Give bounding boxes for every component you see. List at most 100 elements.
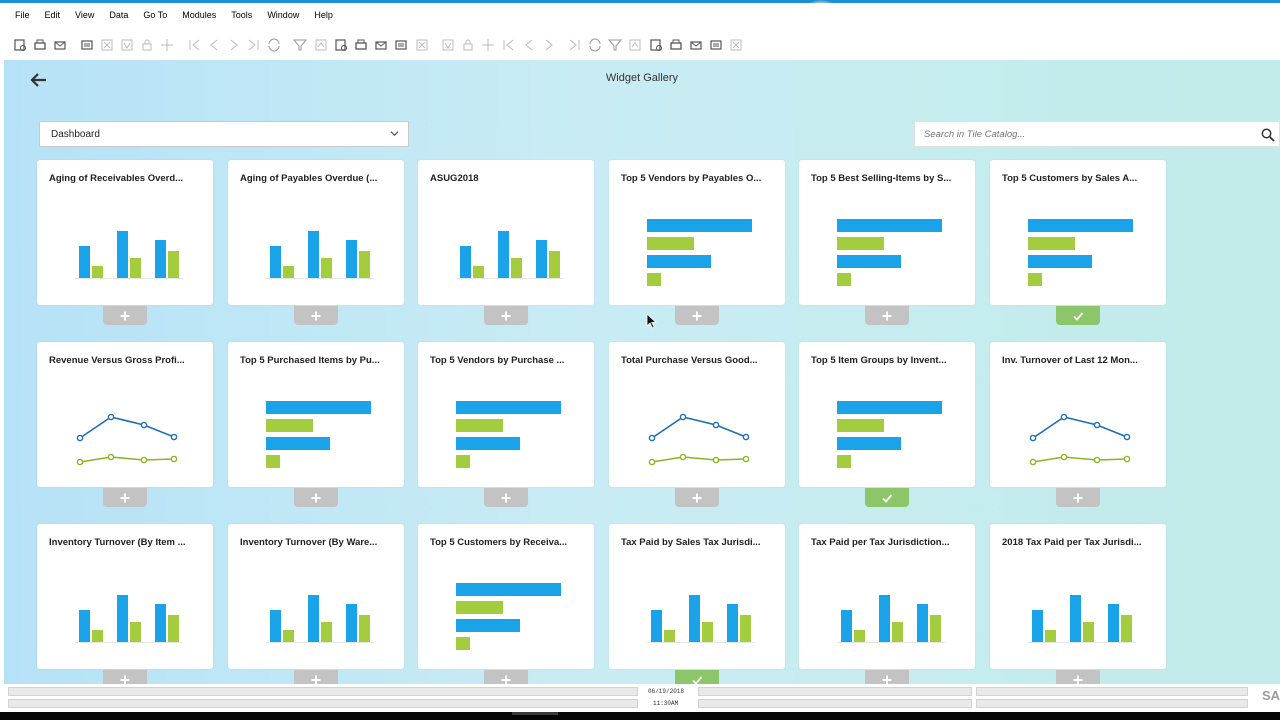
chart-hbar xyxy=(1028,255,1092,268)
base-document-icon[interactable] xyxy=(333,37,349,53)
widget-tile[interactable]: Inv. Turnover of Last 12 Mon... xyxy=(990,342,1166,487)
added-check-button[interactable] xyxy=(865,488,909,507)
widget-tile[interactable]: Top 5 Customers by Receiva... xyxy=(418,524,594,669)
plus-icon xyxy=(501,311,511,320)
menu-help[interactable]: Help xyxy=(314,10,333,20)
add-tile-button[interactable] xyxy=(103,306,147,325)
message-icon[interactable] xyxy=(521,37,537,53)
widget-tile[interactable]: Inventory Turnover (By Ware... xyxy=(228,524,404,669)
lock-icon[interactable] xyxy=(139,37,155,53)
add-tile-button[interactable] xyxy=(103,670,147,684)
print-icon[interactable] xyxy=(32,37,48,53)
gross-profit-icon[interactable] xyxy=(460,37,476,53)
chart-point xyxy=(1029,458,1037,466)
chart-bar xyxy=(689,595,700,642)
journal-icon[interactable] xyxy=(373,37,389,53)
add-tile-button[interactable] xyxy=(675,306,719,325)
calculator-icon[interactable] xyxy=(607,37,623,53)
widget-tile[interactable]: Revenue Versus Gross Profi... xyxy=(37,342,213,487)
tile-category-dropdown[interactable]: Dashboard xyxy=(39,121,409,147)
chart-bar xyxy=(1045,630,1056,642)
add-tile-button[interactable] xyxy=(1056,670,1100,684)
widget-tile[interactable]: Inventory Turnover (By Item ... xyxy=(37,524,213,669)
add-tile-button[interactable] xyxy=(1056,488,1100,507)
settings-icon[interactable] xyxy=(414,37,430,53)
add-tile-button[interactable] xyxy=(294,670,338,684)
chart-bar xyxy=(346,604,357,642)
widget-tile[interactable]: Tax Paid per Tax Jurisdiction... xyxy=(799,524,975,669)
queue-icon[interactable] xyxy=(587,37,603,53)
widget-tile[interactable]: Total Purchase Versus Good... xyxy=(609,342,785,487)
add-tile-button[interactable] xyxy=(865,670,909,684)
menu-tools[interactable]: Tools xyxy=(231,10,253,20)
last-record-icon[interactable] xyxy=(246,37,262,53)
menu-data[interactable]: Data xyxy=(109,10,129,20)
add-tile-button[interactable] xyxy=(484,306,528,325)
add-tile-button[interactable] xyxy=(484,488,528,507)
previous-record-icon[interactable] xyxy=(206,37,222,53)
menu-edit[interactable]: Edit xyxy=(44,10,61,20)
help-icon[interactable] xyxy=(728,37,744,53)
menu-window[interactable]: Window xyxy=(267,10,300,20)
widget-tile[interactable]: Top 5 Best Selling-Items by S... xyxy=(799,160,975,305)
user-icon[interactable] xyxy=(627,37,643,53)
search-icon[interactable] xyxy=(1261,128,1275,142)
widget-tile[interactable]: 2018 Tax Paid per Tax Jurisdi... xyxy=(990,524,1166,669)
tile-title: Top 5 Vendors by Purchase ... xyxy=(430,355,565,366)
add-tile-button[interactable] xyxy=(294,306,338,325)
refresh-icon[interactable] xyxy=(266,37,282,53)
tile-chart-preview xyxy=(990,380,1166,480)
link-icon[interactable] xyxy=(688,37,704,53)
calendar-icon[interactable] xyxy=(567,37,583,53)
layout-icon[interactable] xyxy=(440,37,456,53)
widget-tile[interactable]: Top 5 Vendors by Purchase ... xyxy=(418,342,594,487)
report-icon[interactable] xyxy=(648,37,664,53)
filter-icon[interactable] xyxy=(292,37,308,53)
import-icon[interactable] xyxy=(668,37,684,53)
widget-tile[interactable]: Top 5 Purchased Items by Pu... xyxy=(228,342,404,487)
find-icon[interactable] xyxy=(12,37,28,53)
chart-hbar xyxy=(1028,237,1075,250)
added-check-button[interactable] xyxy=(1056,306,1100,325)
copy-icon[interactable] xyxy=(500,37,516,53)
widget-tile[interactable]: ASUG2018 xyxy=(418,160,594,305)
search-input[interactable] xyxy=(924,128,1244,140)
launch-icon[interactable] xyxy=(708,37,724,53)
tile-chart-preview xyxy=(799,198,975,298)
menu-view[interactable]: View xyxy=(75,10,95,20)
widget-tile[interactable]: Aging of Payables Overdue (... xyxy=(228,160,404,305)
payment-icon[interactable] xyxy=(393,37,409,53)
checkmark-icon xyxy=(882,493,893,503)
add-tile-button[interactable] xyxy=(675,488,719,507)
chart-bar xyxy=(117,595,128,642)
email-icon[interactable] xyxy=(52,37,68,53)
properties-icon[interactable] xyxy=(480,37,496,53)
widget-tile[interactable]: Tax Paid by Sales Tax Jurisdi... xyxy=(609,524,785,669)
menu-modules[interactable]: Modules xyxy=(182,10,217,20)
add-tile-button[interactable] xyxy=(294,488,338,507)
chart-hbar xyxy=(456,401,561,414)
widget-tile[interactable]: Top 5 Customers by Sales A... xyxy=(990,160,1166,305)
widget-tile[interactable]: Aging of Receivables Overd... xyxy=(37,160,213,305)
first-record-icon[interactable] xyxy=(186,37,202,53)
widget-tile[interactable]: Top 5 Vendors by Payables O... xyxy=(609,160,785,305)
target-document-icon[interactable] xyxy=(353,37,369,53)
add-tile-button[interactable] xyxy=(103,488,147,507)
chart-bar xyxy=(702,622,713,642)
export-word-icon[interactable] xyxy=(119,37,135,53)
chart-bar xyxy=(155,240,166,278)
add-tile-button[interactable] xyxy=(484,670,528,684)
menu-goto[interactable]: Go To xyxy=(143,10,168,20)
add-tile-button[interactable] xyxy=(865,306,909,325)
widget-tile[interactable]: Top 5 Item Groups by Invent... xyxy=(799,342,975,487)
move-icon[interactable] xyxy=(159,37,175,53)
export-excel-icon[interactable] xyxy=(99,37,115,53)
print-preview-icon[interactable] xyxy=(79,37,95,53)
next-record-icon[interactable] xyxy=(226,37,242,53)
added-check-button[interactable] xyxy=(675,670,719,684)
sort-icon[interactable] xyxy=(313,37,329,53)
back-arrow-icon[interactable] xyxy=(30,72,50,88)
alert-icon[interactable] xyxy=(541,37,557,53)
menu-file[interactable]: File xyxy=(15,10,30,20)
chart-line-series-2 xyxy=(1032,456,1128,463)
